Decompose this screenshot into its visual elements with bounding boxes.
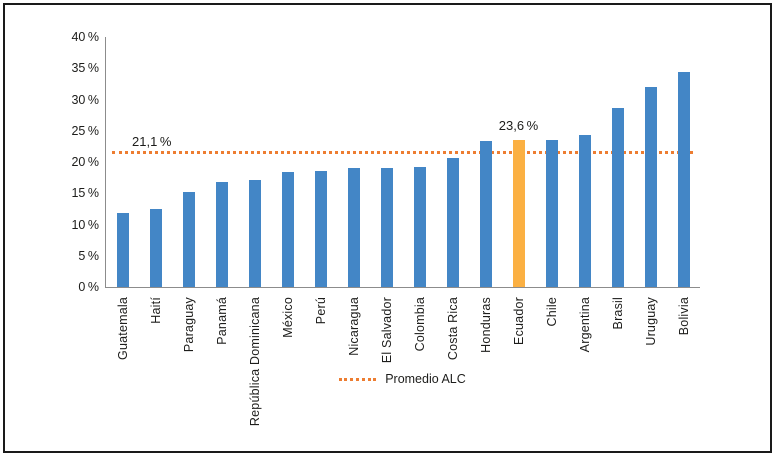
bar-column: Uruguay — [634, 37, 667, 346]
bar — [578, 135, 591, 287]
bar — [182, 192, 195, 287]
category-label: República Dominicana — [247, 297, 262, 427]
bar-column: Brasil — [601, 37, 634, 329]
category-label: Bolivia — [676, 297, 691, 336]
bar-column: México — [271, 37, 304, 338]
bar-column: Costa Rica — [436, 37, 469, 360]
y-axis-tick-label: 20 % — [71, 155, 99, 169]
bar — [314, 171, 327, 287]
highlight-data-label: 23,6 % — [498, 117, 539, 133]
bar — [149, 208, 162, 287]
bar-column: República Dominicana — [238, 37, 271, 426]
bar-column: Argentina — [568, 37, 601, 352]
category-label: México — [280, 297, 295, 338]
category-label: Nicaragua — [346, 297, 361, 356]
bar-column: 23,6 % Ecuador — [498, 37, 539, 345]
category-label: Colombia — [412, 297, 427, 352]
bar-column: Panamá — [205, 37, 238, 345]
category-label: Uruguay — [643, 297, 658, 346]
category-label: Panamá — [214, 297, 229, 345]
category-label: Chile — [544, 297, 559, 327]
y-axis-tick-label: 15 % — [71, 186, 99, 201]
bar-column: El Salvador — [370, 37, 403, 363]
y-axis-tick-labels: 0 % 5 % 10 % 15 % 20 % 25 % 30 % 35 % 40 % — [0, 0, 99, 300]
bar — [281, 172, 294, 287]
legend-dotted-line-swatch — [339, 377, 377, 381]
y-axis-tick-label: 0 % — [78, 280, 99, 294]
category-label: Brasil — [610, 297, 625, 330]
bar — [446, 157, 459, 287]
category-label: Argentina — [577, 297, 592, 353]
bar — [215, 182, 228, 287]
category-label: Ecuador — [511, 297, 526, 345]
bar — [611, 107, 624, 287]
legend-label: Promedio ALC — [385, 372, 466, 386]
highlighted-bar-ecuador — [512, 139, 525, 287]
bar — [545, 139, 558, 287]
reference-line-label: 21,1 % — [132, 134, 172, 150]
category-label: Perú — [313, 297, 328, 325]
bar — [116, 212, 129, 287]
y-axis-tick-label: 30 % — [71, 92, 99, 107]
category-label: Honduras — [478, 297, 493, 353]
bar — [347, 168, 360, 287]
bar — [677, 72, 690, 287]
bar — [248, 180, 261, 287]
plot-area: 21,1 % Guatemala Haití Paraguay Panamá Repúb… — [105, 37, 700, 426]
y-axis-tick-label: 10 % — [71, 217, 99, 232]
category-label: El Salvador — [379, 297, 394, 364]
bar-column: Colombia — [403, 37, 436, 351]
bar-column: Perú — [304, 37, 337, 324]
bar — [380, 167, 393, 287]
y-axis-tick-label: 25 % — [71, 123, 99, 138]
bar — [644, 87, 657, 287]
bar — [413, 167, 426, 287]
bar — [479, 141, 492, 287]
bar-column: Haití — [139, 37, 172, 324]
y-axis-tick-label: 40 % — [71, 30, 99, 44]
bar-column: Chile — [535, 37, 568, 327]
y-axis-tick-label: 35 % — [71, 61, 99, 76]
bar-column: Nicaragua — [337, 37, 370, 356]
bar-column: Honduras — [469, 37, 502, 353]
reference-line — [112, 151, 693, 155]
legend: Promedio ALC — [105, 372, 700, 386]
category-label: Haití — [148, 297, 163, 324]
bar-column: Paraguay — [172, 37, 205, 352]
category-label: Paraguay — [181, 297, 196, 353]
category-label: Guatemala — [115, 297, 130, 360]
bar-series: Guatemala Haití Paraguay Panamá República Do… — [106, 37, 700, 426]
bar-column: Guatemala — [106, 37, 139, 360]
category-label: Costa Rica — [445, 297, 460, 361]
bar-column: Bolivia — [667, 37, 700, 335]
y-axis-tick-label: 5 % — [78, 248, 99, 263]
